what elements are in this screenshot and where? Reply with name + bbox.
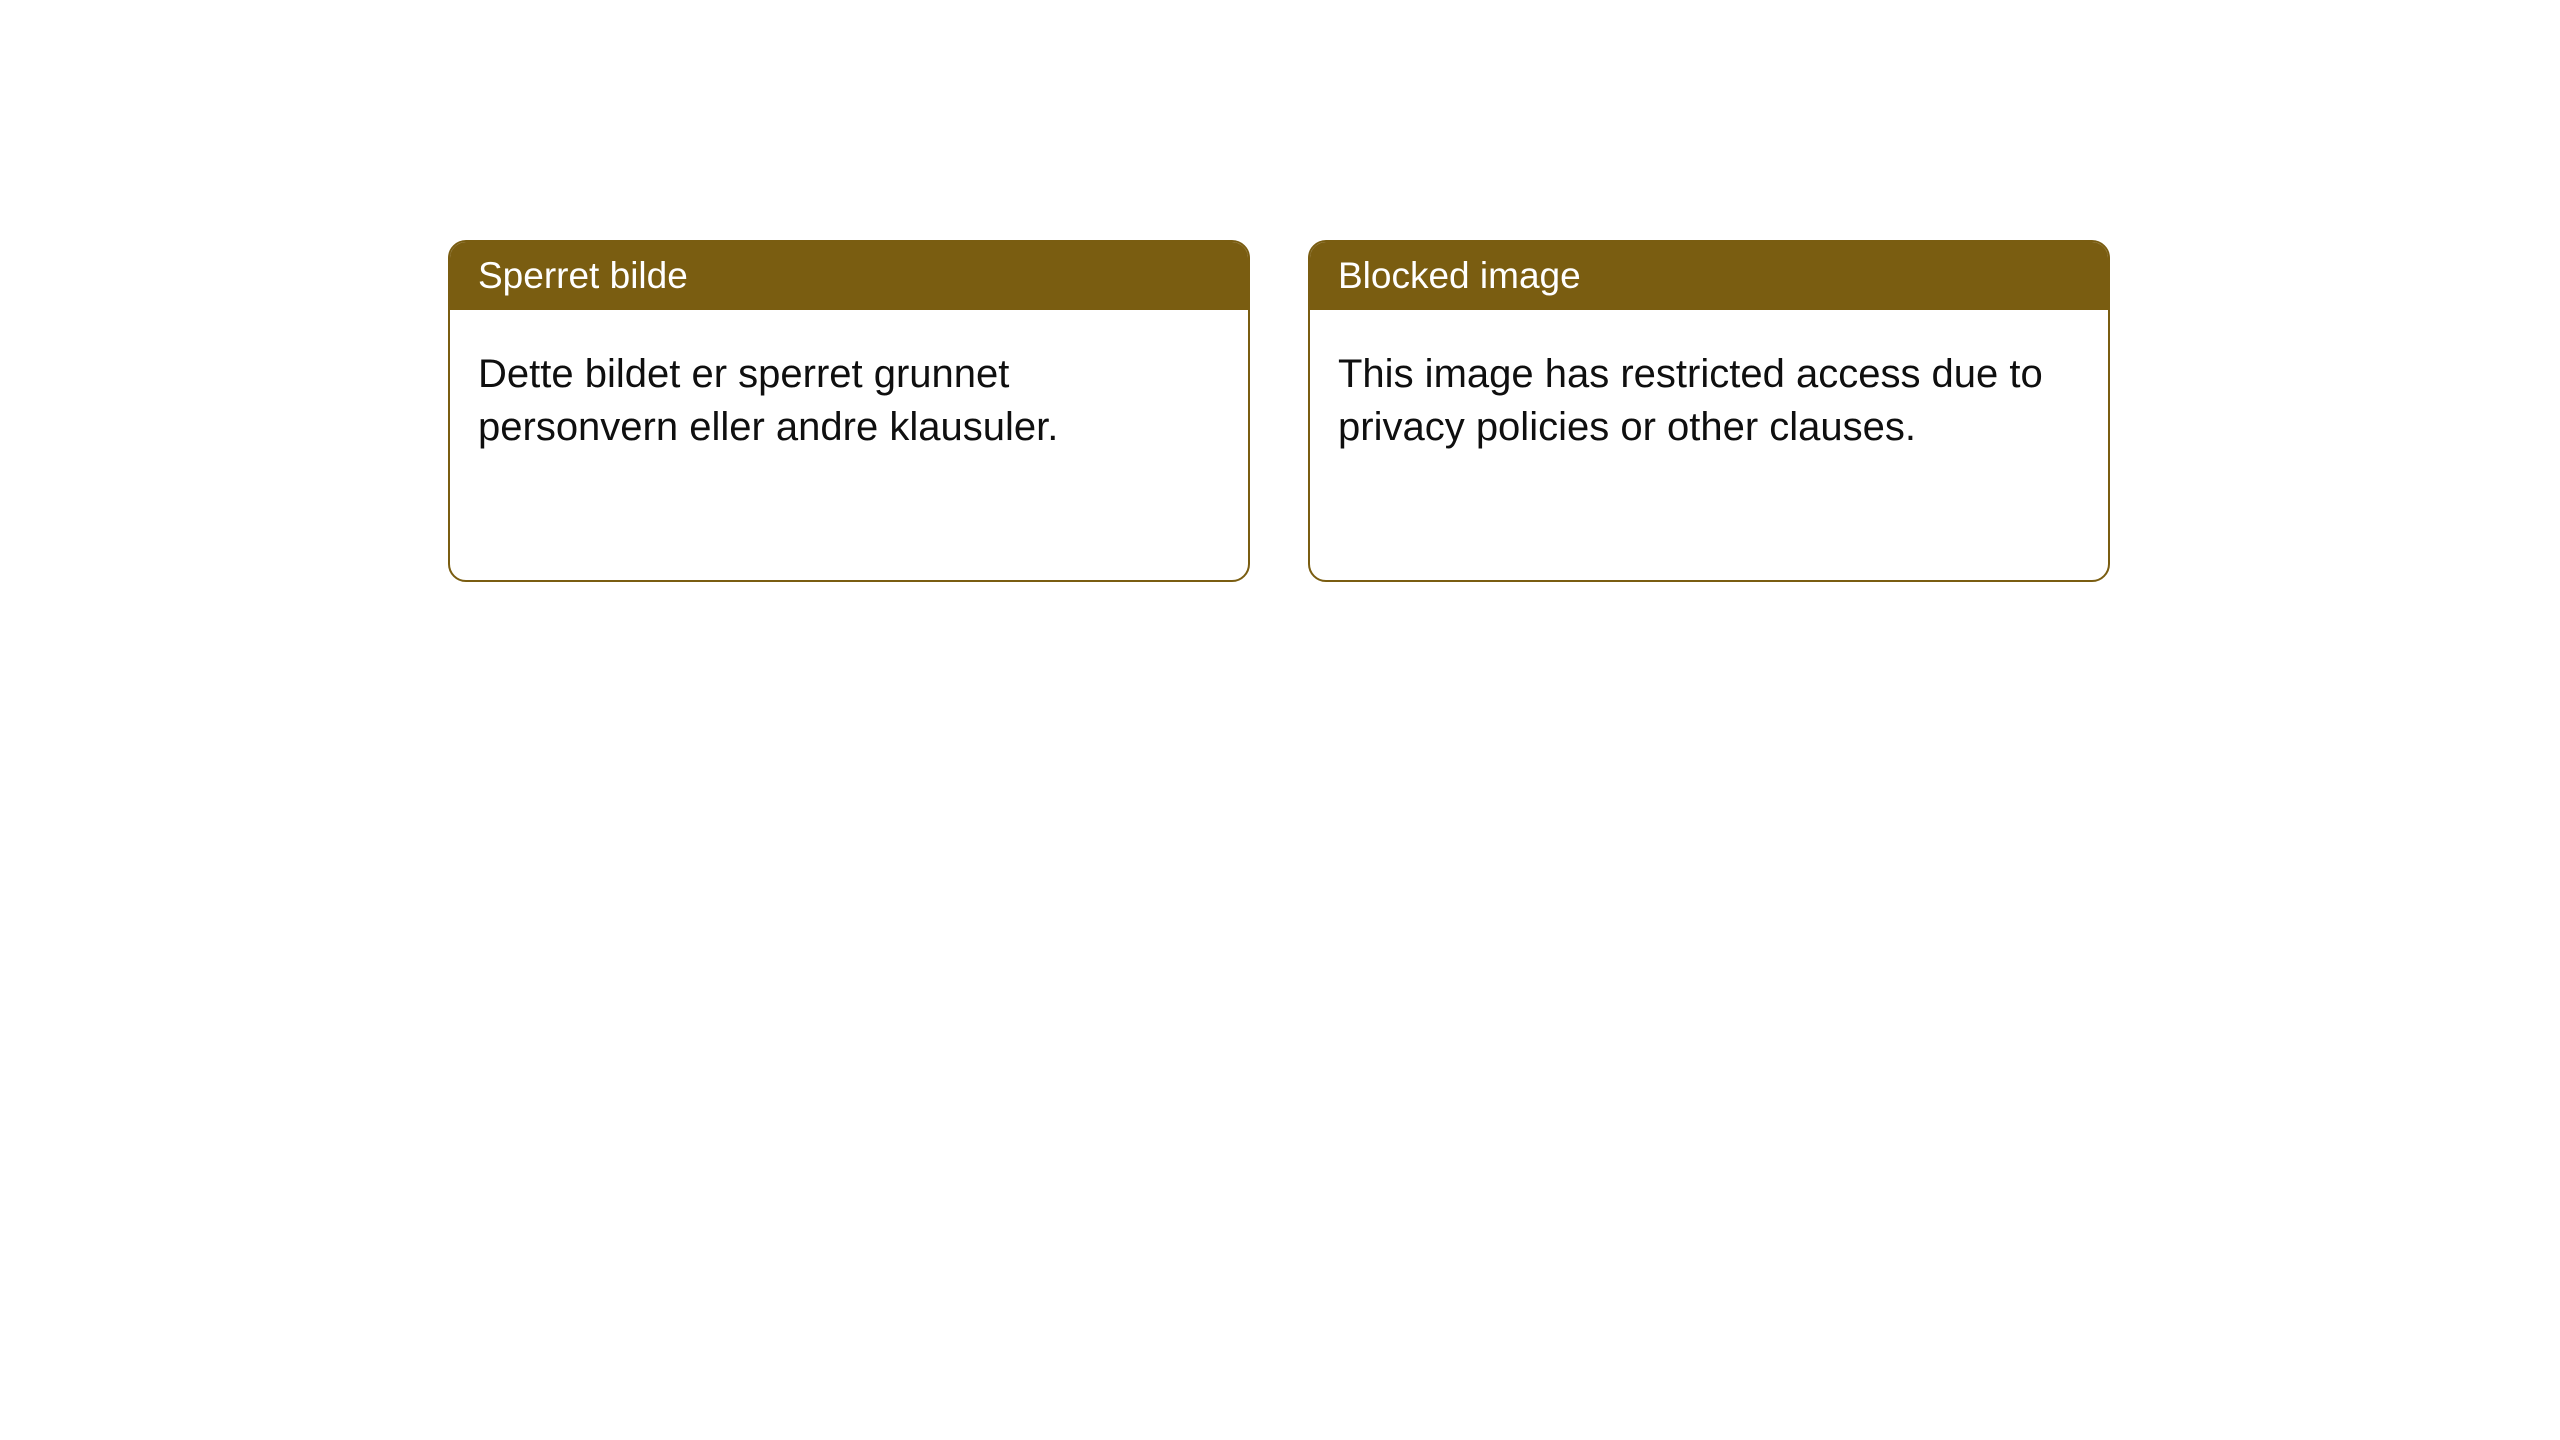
notice-title-no: Sperret bilde	[450, 242, 1248, 310]
notice-card-en: Blocked image This image has restricted …	[1308, 240, 2110, 582]
notice-container: Sperret bilde Dette bildet er sperret gr…	[448, 240, 2110, 582]
notice-body-en: This image has restricted access due to …	[1310, 310, 2108, 580]
notice-body-no: Dette bildet er sperret grunnet personve…	[450, 310, 1248, 580]
notice-card-no: Sperret bilde Dette bildet er sperret gr…	[448, 240, 1250, 582]
notice-title-en: Blocked image	[1310, 242, 2108, 310]
